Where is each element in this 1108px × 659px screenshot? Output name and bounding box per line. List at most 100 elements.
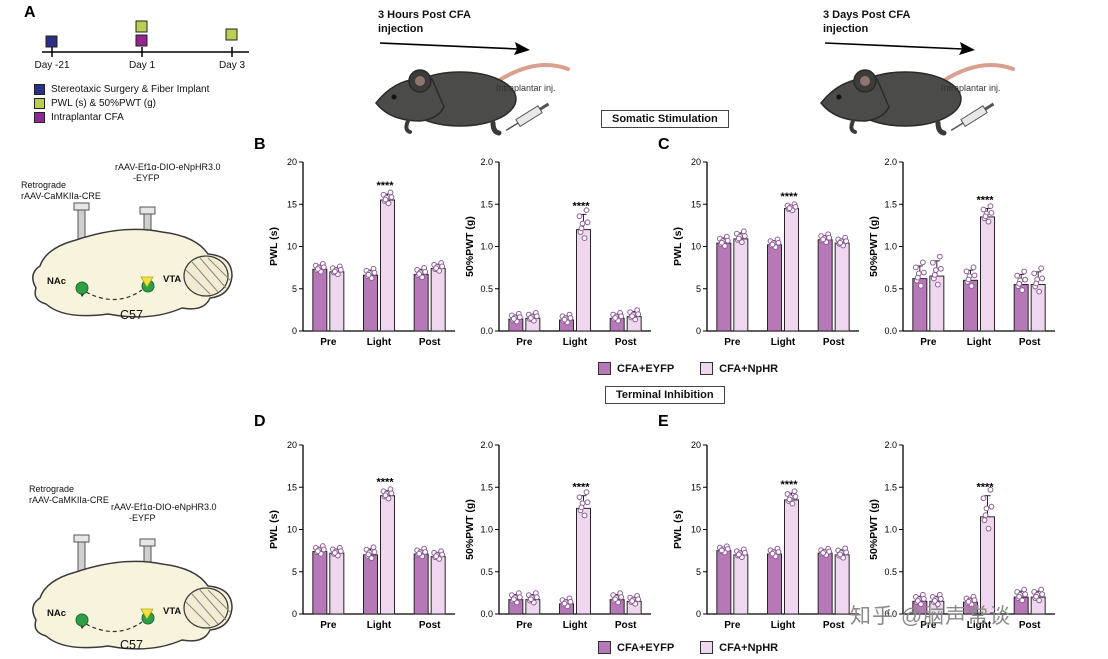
timeline-day-minus21: Day -21 [34,60,70,71]
svg-text:Light: Light [367,337,392,348]
svg-text:10: 10 [287,242,297,252]
svg-text:15: 15 [691,199,701,209]
nphr-label-2: CFA+NpHR [719,641,779,654]
somatic-stimulation-box: Somatic Stimulation [601,110,729,128]
chart-c-pwt: 0.0 0.5 1.0 1.5 2.0 50%PWT (g) Pre Light **** Pos… [868,146,1060,361]
legend-pwl-label: PWL (s) & 50%PWT (g) [51,98,157,109]
timeline-day-1: Day 1 [128,60,156,71]
brain2-raav-line2: -EYFP [129,513,156,524]
cfa-marker [135,34,148,47]
svg-text:5: 5 [292,284,297,294]
eyfp-swatch-icon-2 [598,641,611,654]
svg-text:0.0: 0.0 [480,609,493,619]
pwl-marker-day1 [135,20,148,33]
nphr-label: CFA+NpHR [719,362,779,375]
svg-text:0: 0 [696,326,701,336]
svg-text:PWL (s): PWL (s) [268,510,280,549]
svg-text:20: 20 [287,440,297,450]
legend-item-nphr: CFA+NpHR [700,362,778,375]
svg-text:****: **** [376,180,394,192]
svg-text:1.5: 1.5 [884,482,897,492]
svg-text:PWL (s): PWL (s) [672,510,684,549]
panel-label-a: A [24,4,36,21]
brain2-raav-label: rAAV-Ef1α-DIO-eNpHR3.0 -EYFP [111,502,217,525]
svg-text:0.5: 0.5 [480,567,493,577]
pwl-marker-day3 [225,28,238,41]
svg-text:Pre: Pre [516,337,533,348]
svg-text:2.0: 2.0 [480,440,493,450]
svg-text:Post: Post [615,620,637,631]
chart-c-pwl: 0 5 10 15 20 PWL (s) Pre Light **** Post [672,146,864,361]
svg-text:Light: Light [967,620,992,631]
legend-item-eyfp-2: CFA+EYFP [598,641,674,654]
brain2-drawing [20,534,255,659]
svg-text:1.0: 1.0 [480,525,493,535]
chart-b-pwl: 0 5 10 15 20 PWL (s) Pre Light **** Post [268,146,460,361]
svg-text:0: 0 [292,609,297,619]
mouse-panel-3days: 3 Days Post CFA injection Intraplantar i… [745,5,1030,136]
timeline-axis [42,20,249,57]
svg-text:1.5: 1.5 [884,199,897,209]
svg-text:5: 5 [696,284,701,294]
brain1-retrograde-label: Retrograde rAAV-CaMKIIa-CRE [21,180,101,203]
chart-e-pwl: 0 5 10 15 20 PWL (s) Pre Light **** Post [672,429,864,644]
brain-schematic-terminal: Retrograde rAAV-CaMKIIa-CRE rAAV-Ef1α-DI… [15,478,270,656]
svg-text:0.5: 0.5 [884,567,897,577]
mouse2-illustration [803,41,1028,141]
legend-row-cfa: Intraplantar CFA [34,112,209,123]
svg-text:20: 20 [691,157,701,167]
brain2-nac-label: NAc [47,608,67,619]
svg-text:15: 15 [287,199,297,209]
svg-text:****: **** [376,477,394,489]
eyfp-label: CFA+EYFP [617,362,675,375]
brain1-drawing [20,202,255,329]
svg-text:Light: Light [771,337,796,348]
svg-text:50%PWT (g): 50%PWT (g) [464,499,476,560]
brain2-retro-line2: rAAV-CaMKIIa-CRE [29,495,109,506]
svg-text:15: 15 [287,482,297,492]
svg-text:1.0: 1.0 [884,525,897,535]
svg-text:Post: Post [615,337,637,348]
legend-cfa-label: Intraplantar CFA [51,112,124,123]
chart-e-pwt: 0.0 0.5 1.0 1.5 2.0 50%PWT (g) Pre Light **** Pos… [868,429,1060,644]
mouse2-title-line1: 3 Days Post CFA [823,9,911,21]
mouse1-title-line2: injection [378,22,424,35]
svg-text:0.0: 0.0 [884,326,897,336]
brain1-vta-label: VTA [163,274,182,285]
svg-text:5: 5 [292,567,297,577]
brain2-raav-line1: rAAV-Ef1α-DIO-eNpHR3.0 [111,502,217,512]
brain1-raav-label: rAAV-Ef1α-DIO-eNpHR3.0 -EYFP [115,162,221,185]
svg-text:0.0: 0.0 [884,609,897,619]
series-legend-top: CFA+EYFP CFA+NpHR [598,362,778,375]
svg-text:Pre: Pre [724,620,741,631]
svg-text:Pre: Pre [320,620,337,631]
svg-text:Light: Light [563,620,588,631]
mouse2-title-line2: injection [823,22,869,35]
svg-text:Light: Light [563,337,588,348]
nphr-swatch-icon [700,362,714,375]
svg-text:Pre: Pre [320,337,337,348]
legend-row-surgery: Stereotaxic Surgery & Fiber Implant [34,84,209,95]
mouse-panel-3hours: 3 Hours Post CFA injection Intraplantar … [300,5,585,136]
svg-text:1.5: 1.5 [480,199,493,209]
svg-text:10: 10 [691,242,701,252]
svg-text:5: 5 [696,567,701,577]
chart-d-pwl: 0 5 10 15 20 PWL (s) Pre Light **** Post [268,429,460,644]
brain2-strain-label: C57 [120,638,143,652]
panel-label-b: B [254,136,266,153]
mouse2-arrow-icon [824,42,975,55]
svg-text:0: 0 [696,609,701,619]
brain2-retrograde-label: Retrograde rAAV-CaMKIIa-CRE [29,484,109,507]
svg-text:Pre: Pre [516,620,533,631]
panel-label-c: C [658,136,670,153]
mouse1-title: 3 Hours Post CFA injection [378,9,471,37]
svg-text:Pre: Pre [920,620,937,631]
mouse1-arrow-icon [379,42,530,55]
panel-label-e: E [658,413,669,430]
brain1-nac-label: NAc [47,276,67,287]
surgery-swatch-icon [34,84,45,95]
mouse2-intraplantar-note: Intraplantar inj. [941,83,1001,93]
svg-text:Light: Light [771,620,796,631]
eyfp-swatch-icon [598,362,611,375]
surgery-marker [45,35,58,48]
